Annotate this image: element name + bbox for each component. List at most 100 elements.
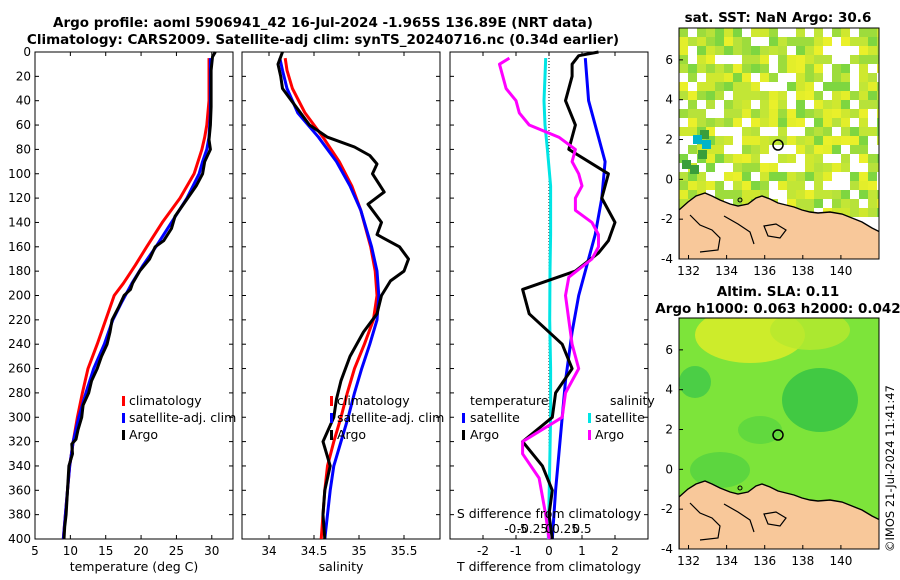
sst-cell — [868, 190, 877, 199]
sst-cell — [682, 160, 691, 169]
sst-cell — [841, 154, 850, 163]
sst-cell — [733, 181, 742, 190]
depth-tick-label: 320 — [8, 435, 31, 449]
sst-cell — [859, 46, 868, 55]
sst-cell — [850, 127, 859, 136]
sst-cell — [868, 208, 877, 217]
sst-cell — [841, 199, 850, 208]
sst-cell — [760, 55, 769, 64]
temperature-xlabel: temperature (deg C) — [70, 559, 199, 574]
map-lat-label: -4 — [661, 542, 673, 556]
sst-cell — [877, 199, 879, 208]
sst-cell — [796, 172, 805, 181]
map-lat-label: -2 — [661, 502, 673, 516]
map-lon-label: 140 — [829, 264, 852, 278]
sst-cell — [877, 109, 879, 118]
sst-cell — [814, 55, 823, 64]
sst-cell — [796, 46, 805, 55]
sst-cell — [733, 154, 742, 163]
series-climatology — [283, 57, 379, 540]
sst-cell — [733, 82, 742, 91]
sst-cell — [769, 46, 778, 55]
island-outline — [763, 223, 787, 239]
sst-cell — [679, 127, 688, 136]
sst-cell — [697, 55, 706, 64]
sst-cell — [832, 109, 841, 118]
sst-cell — [715, 136, 724, 145]
sst-cell — [877, 46, 879, 55]
sst-cell — [868, 100, 877, 109]
sst-cell — [724, 28, 733, 37]
sst-cell — [787, 109, 796, 118]
sst-cell — [850, 172, 859, 181]
sst-cell — [841, 37, 850, 46]
sst-cell — [796, 109, 805, 118]
sst-cell — [760, 145, 769, 154]
depth-tick-label: 120 — [8, 191, 31, 205]
sst-cell — [850, 136, 859, 145]
map-lat-label: -4 — [661, 252, 673, 266]
sst-cell — [778, 172, 787, 181]
sst-cell — [742, 154, 751, 163]
sst-cell — [697, 109, 706, 118]
sst-cell — [698, 150, 707, 159]
sst-cell — [769, 73, 778, 82]
sst-cell — [706, 118, 715, 127]
sst-cell — [841, 64, 850, 73]
depth-tick-label: 80 — [16, 142, 31, 156]
map-lon-label: 134 — [715, 554, 738, 568]
sst-cell — [724, 172, 733, 181]
sst-cell — [688, 172, 697, 181]
sst-cell — [706, 181, 715, 190]
sst-cell — [823, 190, 832, 199]
sst-map: sat. SST: NaN Argo: 30.6 132 134 136 138 140… — [661, 10, 880, 278]
sst-cell — [778, 181, 787, 190]
sst-cell — [859, 37, 868, 46]
x-tick-label: 25 — [169, 544, 184, 558]
sst-cell — [742, 199, 751, 208]
sst-cell — [787, 154, 796, 163]
sst-cell — [850, 55, 859, 64]
sst-cell — [778, 37, 787, 46]
sst-cell — [868, 172, 877, 181]
sst-cell — [769, 28, 778, 37]
timestamp: ©IMOS 21-Jul-2024 11:41:47 — [883, 385, 897, 552]
sst-cell — [688, 91, 697, 100]
sst-cell — [751, 154, 760, 163]
x-tick-label: 2 — [611, 544, 619, 558]
sst-cell — [787, 55, 796, 64]
sst-cell — [769, 100, 778, 109]
sst-cell — [697, 82, 706, 91]
sst-cell — [688, 118, 697, 127]
sst-cell — [742, 163, 751, 172]
sst-cell — [706, 145, 715, 154]
depth-tick-label: 180 — [8, 264, 31, 278]
s-diff-tick-label: -0.5 — [504, 522, 527, 536]
argo-position-marker — [772, 429, 784, 441]
sst-cell — [724, 109, 733, 118]
sst-cell — [697, 118, 706, 127]
sst-cell — [690, 165, 699, 174]
map-lat-label: 4 — [665, 93, 673, 107]
sst-cell — [832, 118, 841, 127]
sst-cell — [832, 73, 841, 82]
sst-cell — [814, 181, 823, 190]
sst-cell — [787, 82, 796, 91]
salinity-xlabel: salinity — [319, 559, 364, 574]
sla-green-patch — [690, 452, 750, 488]
sst-cell — [679, 55, 688, 64]
map-lat-label: 0 — [665, 172, 673, 186]
sst-cell — [868, 91, 877, 100]
sst-cell — [787, 64, 796, 73]
sst-cell — [742, 64, 751, 73]
sst-cell — [814, 127, 823, 136]
sst-cell — [778, 64, 787, 73]
sst-cell — [859, 136, 868, 145]
x-tick-label: 15 — [98, 544, 113, 558]
x-tick-label: -1 — [510, 544, 522, 558]
sst-cell — [787, 118, 796, 127]
sst-cell — [760, 64, 769, 73]
sst-cell — [868, 181, 877, 190]
sst-cell — [841, 136, 850, 145]
s-diff-xlabel: S difference from climatology — [457, 506, 642, 521]
